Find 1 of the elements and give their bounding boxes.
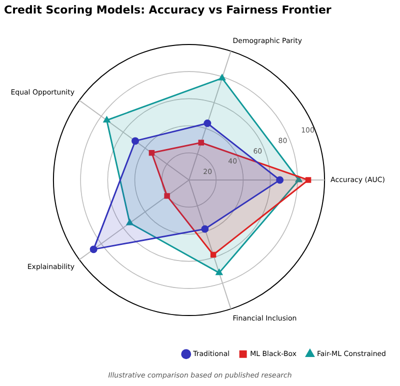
chart-title: Credit Scoring Models: Accuracy vs Fairness Frontier bbox=[4, 3, 332, 16]
